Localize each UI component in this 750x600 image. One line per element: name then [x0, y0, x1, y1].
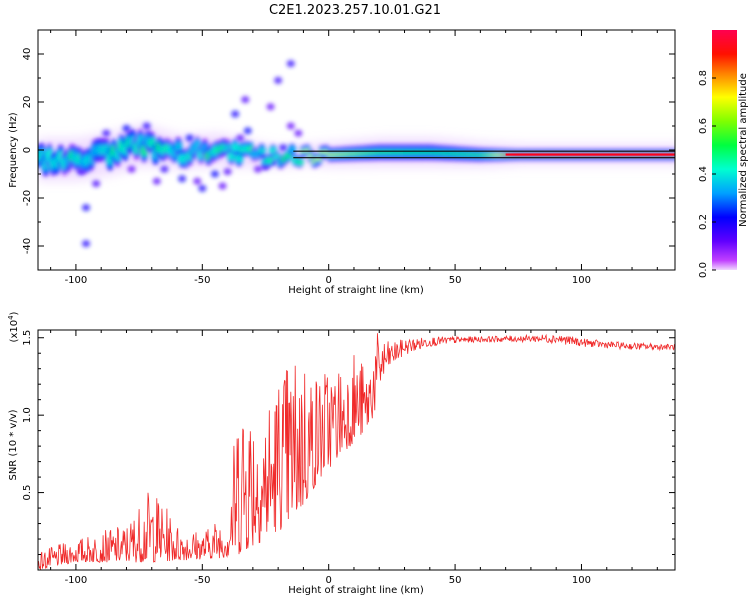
- snr-panel: -100 -50 0 50 100 0.5 1.0 1.5 Height of straig…: [7, 311, 676, 596]
- scatter-spot: [286, 60, 295, 68]
- scatter-spot: [266, 103, 275, 111]
- snr-multiplier-close: ): [9, 311, 20, 315]
- scatter-spot: [92, 180, 101, 188]
- snr-y-label: SNR (10 * v/v): [8, 409, 19, 480]
- colorbar-tick-label: 0.2: [698, 214, 709, 230]
- ridge-cell: [174, 141, 183, 152]
- scatter-spots: [76, 60, 303, 248]
- snr-y-tick-label: 0.5: [22, 485, 33, 501]
- scatter-spot: [223, 168, 232, 176]
- spectrogram-x-label: Height of straight line (km): [288, 285, 424, 296]
- x-tick-label: 100: [572, 575, 591, 586]
- snr-line-layer: [38, 333, 675, 570]
- x-tick-label: -50: [194, 575, 210, 586]
- colorbar-label: Normalized spectral amplitude: [738, 73, 749, 227]
- snr-x-label: Height of straight line (km): [288, 585, 424, 596]
- x-tick-label: 100: [572, 275, 591, 286]
- colorbar: 0.0 0.2 0.4 0.6 0.8 Normalized spectral ampl…: [698, 30, 749, 278]
- snr-x-ticks: -100 -50 0 50 100: [50, 330, 658, 586]
- scatter-spot: [274, 76, 283, 84]
- spectrogram-x-ticks: -100 -50 0 50 100: [50, 30, 658, 286]
- scatter-spot: [82, 204, 91, 212]
- scatter-spot: [193, 177, 202, 185]
- scatter-spot: [102, 129, 111, 137]
- y-tick-label: -40: [22, 238, 33, 254]
- colorbar-tick-label: 0.0: [698, 262, 709, 278]
- scatter-spot: [160, 165, 169, 173]
- x-tick-label: 50: [449, 275, 462, 286]
- ridge-halo-cell: [675, 144, 681, 166]
- spectrogram-y-label: Frequency (Hz): [8, 112, 19, 188]
- figure-title: C2E1.2023.257.10.01.G21: [269, 3, 441, 18]
- x-tick-label: 50: [449, 575, 462, 586]
- x-tick-label: 0: [326, 275, 332, 286]
- snr-multiplier-exponent: 4: [7, 315, 15, 320]
- scatter-spot: [198, 184, 207, 192]
- x-tick-label: -100: [65, 575, 88, 586]
- scatter-spot: [210, 170, 219, 178]
- y-tick-label: 20: [22, 96, 33, 109]
- x-tick-label: -50: [194, 275, 210, 286]
- scatter-spot: [253, 165, 262, 173]
- spectrogram-y-ticks: -40 -20 0 20 40: [22, 29, 675, 271]
- scatter-spot: [178, 175, 187, 183]
- snr-y-tick-label: 1.5: [22, 330, 33, 346]
- colorbar-tick-label: 0.4: [698, 166, 709, 182]
- ridge-cell: [231, 143, 240, 152]
- scatter-spot: [218, 182, 227, 190]
- snr-multiplier-label: (x104): [7, 311, 20, 342]
- x-tick-label: -100: [65, 275, 88, 286]
- y-tick-label: 0: [22, 147, 33, 153]
- heatmap-layer: [38, 60, 681, 248]
- colorbar-tick-label: 0.6: [698, 118, 709, 134]
- ridge-halo-cell: [295, 144, 302, 167]
- x-tick-label: 0: [326, 575, 332, 586]
- scatter-spot: [185, 134, 194, 142]
- scatter-spot: [286, 122, 295, 130]
- scatter-spot: [152, 177, 161, 185]
- snr-y-tick-label: 1.0: [22, 407, 33, 423]
- y-tick-label: -20: [22, 190, 33, 206]
- colorbar-gradient: [712, 30, 737, 270]
- scatter-spot: [294, 129, 303, 137]
- snr-frame: [37, 329, 676, 571]
- ridge-cell: [295, 159, 304, 166]
- scatter-spot: [231, 110, 240, 118]
- ridge-cell: [265, 157, 274, 164]
- scatter-spot: [127, 165, 136, 173]
- snr-y-ticks: 0.5 1.0 1.5: [22, 330, 675, 556]
- scatter-spot: [279, 144, 288, 152]
- scatter-spot: [122, 124, 131, 132]
- scatter-spot: [243, 127, 252, 135]
- snr-series-line: [38, 333, 675, 570]
- ridge-trace: [293, 150, 675, 159]
- colorbar-tick-label: 0.8: [698, 70, 709, 86]
- snr-multiplier-base: (x10: [9, 320, 20, 343]
- scatter-spot: [82, 240, 91, 248]
- y-tick-label: 40: [22, 48, 33, 61]
- scatter-spot: [241, 96, 250, 104]
- ridge-cell: [257, 147, 266, 154]
- spectrogram-panel: -100 -50 0 50 100 -40 -20 0 20 40 Height of stra…: [8, 29, 681, 296]
- scatter-spot: [142, 122, 151, 130]
- colorbar-ticks: 0.0 0.2 0.4 0.6 0.8: [698, 70, 716, 278]
- scatter-spot: [236, 134, 245, 142]
